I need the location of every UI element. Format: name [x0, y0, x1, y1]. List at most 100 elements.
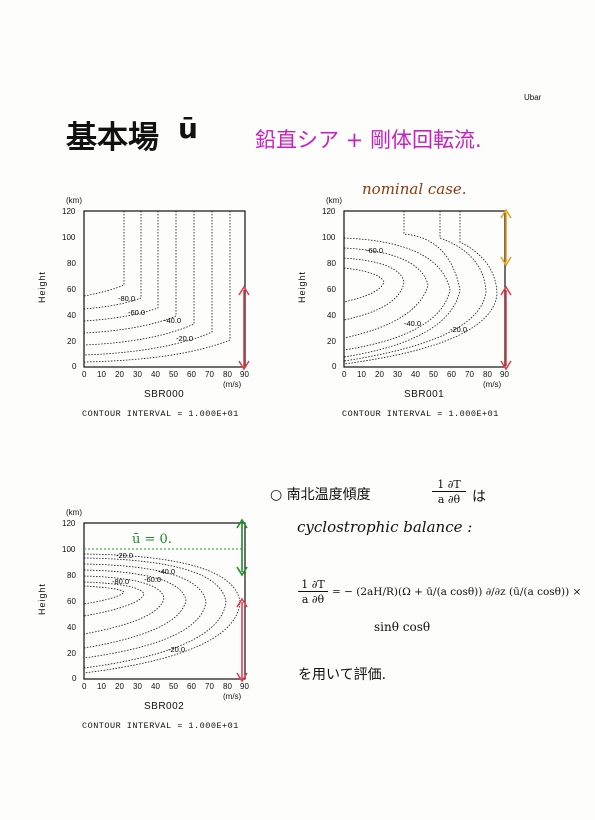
- y-tick: 0: [72, 674, 77, 683]
- y-tick: 120: [62, 519, 76, 528]
- y-tick: 100: [62, 233, 76, 242]
- x-tick: 50: [429, 370, 438, 379]
- corner-label: Ubar: [524, 93, 542, 102]
- equation-lhs-denominator: a ∂θ: [301, 593, 325, 606]
- ubar-zero-note: ū = 0.: [132, 532, 172, 547]
- note-line1-prefix: ○ 南北温度傾度: [270, 487, 371, 503]
- y-tick: 60: [327, 285, 336, 294]
- x-tick: 90: [240, 682, 249, 691]
- y-tick: 40: [327, 311, 336, 320]
- contour-label: -40.0: [404, 319, 421, 328]
- panel-name: SBR002: [144, 701, 185, 712]
- page-subtitle: 鉛直シア + 剛体回転流.: [255, 128, 482, 152]
- y-tick: 120: [62, 207, 76, 216]
- contour-plot-sbr001: -60.0 -40.0 -20.0: [343, 210, 506, 368]
- y-tick: 40: [67, 311, 76, 320]
- x-tick: 50: [169, 370, 178, 379]
- contour-label: -60.0: [128, 308, 145, 317]
- y-tick: 80: [67, 259, 76, 268]
- note-fraction-numerator: 1 ∂T: [432, 478, 466, 492]
- green-arrow-icon: [236, 518, 248, 577]
- contour-interval: CONTOUR INTERVAL = 1.000E+01: [82, 409, 239, 419]
- x-tick: 0: [82, 370, 87, 379]
- panel-sbr001: (km) Height -60.0 -40.0 -20.0 120 100 80…: [297, 190, 540, 430]
- x-tick: 80: [223, 370, 232, 379]
- contour-label: -60.0: [366, 246, 383, 255]
- y-tick: 80: [327, 259, 336, 268]
- x-tick: 60: [187, 370, 196, 379]
- y-tick: 0: [332, 362, 337, 371]
- ubar-symbol: ū: [178, 112, 198, 145]
- contour-label: -40.0: [158, 567, 175, 576]
- y-tick: 60: [67, 597, 76, 606]
- y-tick: 100: [62, 545, 76, 554]
- x-unit-label: (m/s): [223, 692, 242, 701]
- x-tick: 50: [169, 682, 178, 691]
- contour-plot-sbr002: -20.0 -40.0 -60.0 -80.0 -20.0: [83, 522, 246, 680]
- x-tick: 20: [375, 370, 384, 379]
- x-tick: 10: [357, 370, 366, 379]
- red-arrow-icon: [500, 285, 512, 371]
- nominal-case-note: nominal case.: [362, 180, 467, 198]
- y-tick: 20: [327, 337, 336, 346]
- panel-sbr000: (km) Height -80.0 -60.0 -40.0 -20.0 120 …: [37, 190, 280, 430]
- panel-sbr002: (km) Height -20.0 -40.0 -60.0 -80.0 -20.…: [37, 502, 280, 742]
- note-fraction-denominator: a ∂θ: [437, 493, 461, 506]
- x-tick: 40: [151, 682, 160, 691]
- y-tick: 0: [72, 362, 77, 371]
- page-title: 基本場: [66, 120, 159, 156]
- equation-rhs: = − (2aH/R)(Ω + ū/(a cosθ)) ∂/∂z (ū/(a c…: [332, 586, 582, 598]
- note-line1-suffix: は: [472, 489, 486, 505]
- x-unit-label: (m/s): [223, 380, 242, 389]
- y-unit-label: (km): [326, 196, 342, 205]
- red-arrow-icon: [238, 285, 250, 371]
- x-tick: 90: [500, 370, 509, 379]
- panel-name: SBR000: [144, 389, 185, 400]
- contour-label: -80.0: [118, 294, 135, 303]
- x-tick: 10: [97, 370, 106, 379]
- contour-label: -20.0: [450, 325, 467, 334]
- x-tick: 60: [447, 370, 456, 379]
- note-line2: cyclostrophic balance :: [297, 518, 473, 536]
- x-tick: 80: [223, 682, 232, 691]
- x-tick: 0: [82, 682, 87, 691]
- x-tick: 30: [393, 370, 402, 379]
- x-tick: 90: [240, 370, 249, 379]
- contour-label: -80.0: [112, 577, 129, 586]
- y-unit-label: (km): [66, 508, 82, 517]
- x-tick: 20: [115, 682, 124, 691]
- x-unit-label: (m/s): [483, 380, 502, 389]
- contour-label: -20.0: [176, 334, 193, 343]
- orange-arrow-icon: [500, 208, 512, 267]
- y-tick: 80: [67, 571, 76, 580]
- y-tick: 120: [322, 207, 336, 216]
- y-unit-label: (km): [66, 196, 82, 205]
- x-tick: 70: [465, 370, 474, 379]
- x-tick: 70: [205, 370, 214, 379]
- contour-label: -40.0: [164, 316, 181, 325]
- equation-lhs-numerator: 1 ∂T: [298, 578, 328, 592]
- y-tick: 60: [67, 285, 76, 294]
- x-tick: 30: [133, 682, 142, 691]
- x-tick: 40: [151, 370, 160, 379]
- contour-interval: CONTOUR INTERVAL = 1.000E+01: [342, 409, 499, 419]
- contour-label: -20.0: [168, 645, 185, 654]
- red-arrow-icon: [236, 597, 248, 683]
- x-tick: 10: [97, 682, 106, 691]
- equation-tail: sinθ cosθ: [374, 620, 431, 634]
- contour-interval: CONTOUR INTERVAL = 1.000E+01: [82, 721, 239, 731]
- x-tick: 20: [115, 370, 124, 379]
- x-tick: 60: [187, 682, 196, 691]
- x-tick: 40: [411, 370, 420, 379]
- x-tick: 80: [483, 370, 492, 379]
- contour-label: -20.0: [116, 551, 133, 560]
- y-tick: 40: [67, 623, 76, 632]
- note-line3: を用いて評価.: [298, 667, 387, 683]
- x-tick: 0: [342, 370, 347, 379]
- contour-label: -60.0: [144, 575, 161, 584]
- y-tick: 100: [322, 233, 336, 242]
- panel-name: SBR001: [404, 389, 445, 400]
- x-tick: 30: [133, 370, 142, 379]
- y-tick: 20: [67, 337, 76, 346]
- y-tick: 20: [67, 649, 76, 658]
